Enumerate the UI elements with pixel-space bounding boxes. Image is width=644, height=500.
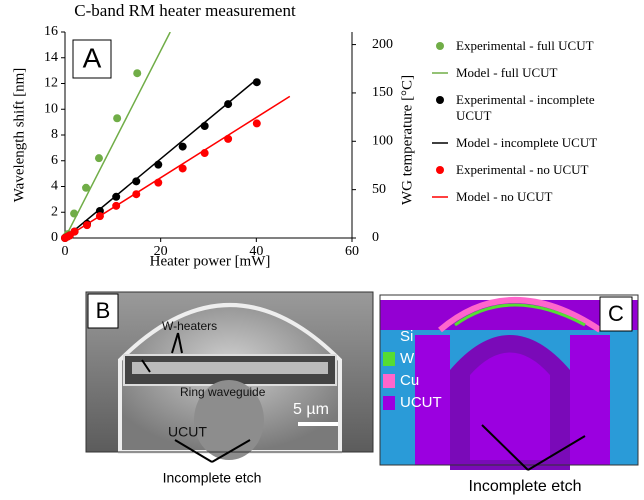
legend-label: W (400, 350, 415, 367)
x-axis-label: Heater power [mW] (150, 253, 271, 269)
legend-label: UCUT (400, 394, 442, 411)
legend-swatch (383, 352, 395, 366)
data-point (178, 164, 187, 173)
y2-tick-label: 100 (372, 134, 393, 149)
legend-entry: Model - no UCUT (432, 189, 632, 205)
legend-label: Experimental - incomplete UCUT (456, 92, 595, 123)
y-axis-label: Wavelength shift [nm] (11, 68, 27, 203)
data-point (252, 119, 261, 128)
panel-label-box (72, 39, 112, 79)
annotation: Ring waveguide (180, 385, 266, 399)
panel-label: A (83, 42, 102, 73)
legend-label: Experimental - full UCUT (456, 38, 594, 53)
arrow (141, 332, 251, 463)
data-point (113, 114, 122, 123)
legend-label: Experimental - no UCUT (456, 162, 589, 177)
legend-swatch (432, 196, 448, 198)
y-tick-label: 8 (51, 127, 58, 142)
panel-label: C (608, 301, 624, 326)
y-tick-label: 2 (51, 204, 58, 219)
legend-swatch (436, 166, 444, 174)
legend-marker (436, 96, 444, 104)
y-tick-label: 10 (44, 101, 58, 116)
legend-swatch (383, 374, 395, 388)
legend-entry: Experimental - no UCUT (432, 162, 632, 178)
x-tick-label: 40 (249, 244, 263, 259)
legend-label: Cu (400, 372, 419, 389)
legend-marker (436, 42, 444, 50)
y-tick-label: 6 (51, 153, 58, 168)
legend-label: Model - full UCUT (456, 65, 558, 80)
data-point (94, 154, 103, 163)
legend: Experimental - full UCUT Model - full UCU… (432, 38, 632, 216)
legend-swatch (436, 42, 444, 50)
data-point (154, 160, 163, 169)
y-tick-label: 12 (44, 76, 58, 91)
x-tick-label: 0 (62, 244, 69, 259)
legend-swatch (383, 396, 395, 410)
render-image (379, 294, 639, 470)
legend-label: Model - incomplete UCUT (456, 135, 598, 150)
y-tick-label: 16 (44, 24, 58, 39)
legend-entry: Experimental - full UCUT (432, 38, 632, 54)
y2-axis-label: WG temperature [°C] (399, 75, 415, 205)
x-tick-label: 20 (154, 244, 168, 259)
model-line (65, 95, 291, 238)
annotation: UCUT (168, 424, 207, 440)
scale-bar-label: 5 µm (293, 401, 329, 418)
data-point (178, 142, 187, 151)
legend-label: Model - no UCUT (456, 189, 553, 204)
legend-swatch (432, 72, 448, 74)
y-tick-label: 14 (44, 50, 58, 65)
legend-swatch (432, 142, 448, 144)
caption: Incomplete etch (163, 470, 262, 486)
y2-tick-label: 200 (372, 37, 393, 52)
y-tick-label: 4 (51, 179, 58, 194)
x-tick-label: 60 (345, 244, 359, 259)
legend-label: Si (400, 328, 413, 345)
legend-marker (436, 166, 444, 174)
y-tick-label: 0 (51, 230, 58, 245)
material-legend: Si W Cu UCUT (383, 328, 442, 411)
arrow (481, 424, 586, 471)
y2-tick-label: 150 (372, 85, 393, 100)
model-line (65, 79, 257, 238)
caption: Incomplete etch (469, 478, 582, 495)
legend-entry: Model - incomplete UCUT (432, 135, 632, 151)
panel-label-box (87, 293, 119, 329)
model-line (65, 32, 171, 238)
panel-label-box (599, 296, 633, 332)
data-point (133, 69, 142, 78)
legend-swatch (383, 330, 395, 344)
chart-title: C-band RM heater measurement (74, 1, 296, 20)
y2-tick-label: 0 (372, 230, 379, 245)
legend-entry: Experimental - incomplete UCUT (432, 92, 632, 124)
legend-swatch (436, 96, 444, 104)
data-point (82, 183, 91, 192)
annotation: W-heaters (162, 319, 217, 333)
y2-tick-label: 50 (372, 182, 386, 197)
panel-label: B (96, 298, 111, 323)
sem-image (85, 291, 374, 460)
data-point (132, 177, 141, 186)
legend-entry: Model - full UCUT (432, 65, 632, 81)
